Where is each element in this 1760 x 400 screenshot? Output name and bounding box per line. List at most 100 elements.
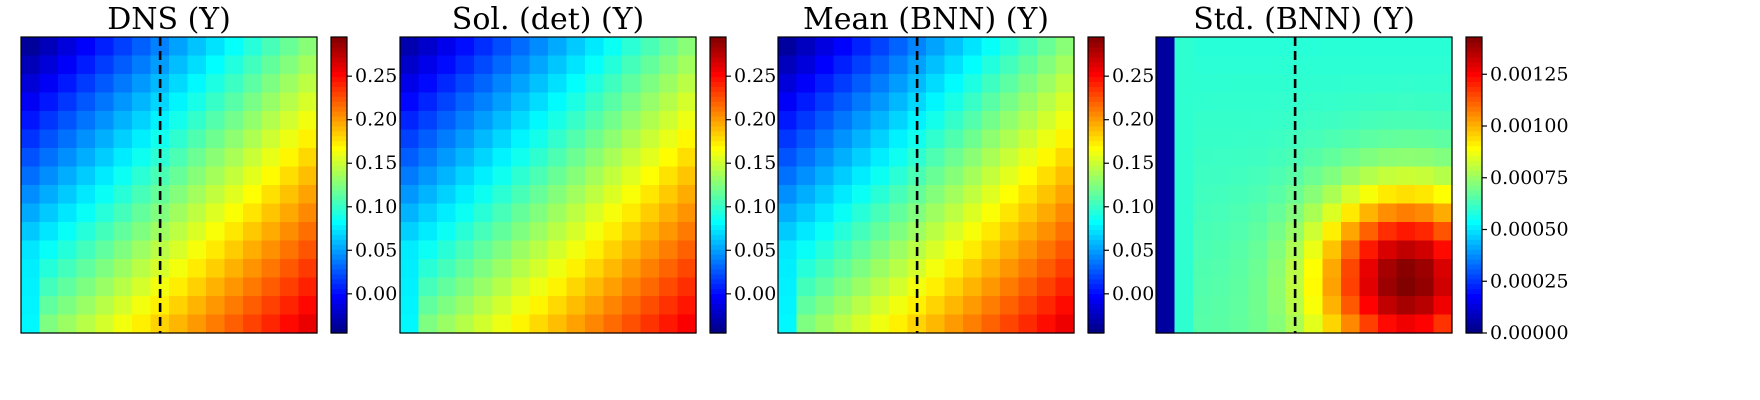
colorbar-segment bbox=[710, 199, 726, 206]
colorbar-segment bbox=[710, 56, 726, 63]
heatmap-cell bbox=[418, 74, 438, 94]
heatmap-cell bbox=[187, 314, 207, 334]
heatmap-cell bbox=[1304, 37, 1324, 57]
heatmap-cell bbox=[224, 55, 244, 75]
heatmap-cell bbox=[603, 222, 623, 242]
heatmap-cell bbox=[815, 129, 835, 149]
heatmap-cell bbox=[1341, 185, 1361, 205]
heatmap-cell bbox=[511, 166, 531, 186]
heatmap-cell bbox=[187, 277, 207, 297]
heatmap-cell bbox=[944, 37, 964, 57]
heatmap-cell bbox=[298, 55, 318, 75]
heatmap-cell bbox=[1055, 314, 1075, 334]
colorbar-segment bbox=[331, 81, 347, 87]
heatmap-cell bbox=[852, 203, 872, 223]
heatmap-cell bbox=[206, 148, 226, 168]
colorbar-segment bbox=[331, 328, 347, 334]
heatmap-cell bbox=[944, 240, 964, 260]
heatmap-cell bbox=[1174, 55, 1194, 75]
colorbar-segment bbox=[331, 76, 347, 82]
heatmap-cell bbox=[418, 37, 438, 57]
colorbar-segment bbox=[1088, 328, 1104, 334]
colorbar-segment bbox=[331, 61, 347, 68]
colorbar-segment bbox=[710, 328, 726, 334]
heatmap-cell bbox=[224, 314, 244, 334]
heatmap-cell bbox=[1230, 74, 1250, 94]
colorbar-segment bbox=[331, 323, 347, 329]
heatmap-cell bbox=[529, 92, 549, 112]
heatmap-cell bbox=[280, 277, 300, 297]
colorbar-segment bbox=[1466, 66, 1482, 73]
heatmap-cell bbox=[187, 240, 207, 260]
colorbar-segment bbox=[1466, 244, 1482, 250]
colorbar-segment bbox=[1466, 86, 1482, 92]
heatmap-cell bbox=[585, 74, 605, 94]
colorbar-segment bbox=[1088, 318, 1104, 324]
heatmap-cell bbox=[113, 277, 133, 297]
colorbar-segment bbox=[1088, 254, 1104, 260]
heatmap-cell bbox=[1055, 129, 1075, 149]
colorbar-segment bbox=[1466, 145, 1482, 152]
heatmap-cell bbox=[1193, 74, 1213, 94]
colorbar-segment bbox=[1466, 254, 1482, 260]
heatmap-cell bbox=[95, 277, 115, 297]
heatmap-cell bbox=[455, 277, 475, 297]
heatmap-cell bbox=[963, 148, 983, 168]
heatmap-cell bbox=[437, 74, 457, 94]
heatmap-cell bbox=[907, 37, 927, 57]
heatmap-cell bbox=[889, 203, 909, 223]
heatmap-cell bbox=[280, 203, 300, 223]
heatmap-cell bbox=[169, 203, 189, 223]
heatmap-cell bbox=[1055, 277, 1075, 297]
heatmap-cell bbox=[1193, 203, 1213, 223]
heatmap-cell bbox=[870, 148, 890, 168]
heatmap-cell bbox=[907, 92, 927, 112]
heatmap-cell bbox=[907, 277, 927, 297]
colorbar-segment bbox=[1466, 303, 1482, 309]
heatmap-cell bbox=[1037, 166, 1057, 186]
heatmap-cell bbox=[640, 37, 660, 57]
heatmap-cell bbox=[39, 185, 59, 205]
heatmap-cell bbox=[95, 111, 115, 131]
heatmap-cell bbox=[400, 111, 420, 131]
heatmap-cell bbox=[224, 222, 244, 242]
colorbar: 0.00 0.05 0.10 0.15 0.20 0.25 bbox=[1087, 36, 1154, 334]
colorbar-segment bbox=[1088, 180, 1104, 186]
colorbar-segment bbox=[1088, 130, 1104, 137]
colorbar-segment bbox=[1466, 51, 1482, 58]
heatmap-cell bbox=[1415, 259, 1435, 279]
heatmap-cell bbox=[511, 277, 531, 297]
heatmap-cell bbox=[1000, 74, 1020, 94]
colorbar-segment bbox=[710, 318, 726, 324]
heatmap-cell bbox=[206, 185, 226, 205]
heatmap-cell bbox=[474, 222, 494, 242]
heatmap-cell bbox=[926, 111, 946, 131]
heatmap-cell bbox=[603, 148, 623, 168]
heatmap-cell bbox=[1378, 222, 1398, 242]
heatmap-cell bbox=[1018, 222, 1038, 242]
heatmap-cell bbox=[418, 55, 438, 75]
colorbar-segment bbox=[1466, 91, 1482, 97]
heatmap-cell bbox=[548, 296, 568, 316]
colorbar-segment bbox=[710, 209, 726, 216]
heatmap-cell bbox=[58, 296, 78, 316]
heatmap-cell bbox=[298, 92, 318, 112]
colorbar-segment bbox=[710, 268, 726, 275]
heatmap-cell bbox=[206, 277, 226, 297]
heatmap-cell bbox=[833, 111, 853, 131]
colorbar-segment bbox=[331, 308, 347, 314]
heatmap-cell bbox=[492, 74, 512, 94]
colorbar-segment bbox=[710, 76, 726, 82]
colorbar-segment bbox=[710, 160, 726, 166]
colorbar-tick-label: 0.15 bbox=[355, 152, 397, 174]
heatmap-cell bbox=[113, 148, 133, 168]
heatmap-cell bbox=[1396, 296, 1416, 316]
heatmap-cell bbox=[261, 111, 281, 131]
heatmap-cell bbox=[206, 259, 226, 279]
heatmap-cell bbox=[640, 166, 660, 186]
heatmap-cell bbox=[39, 55, 59, 75]
colorbar-segment bbox=[710, 273, 726, 280]
heatmap-cell bbox=[603, 314, 623, 334]
heatmap-cell bbox=[132, 55, 152, 75]
heatmap-cell bbox=[677, 92, 697, 112]
